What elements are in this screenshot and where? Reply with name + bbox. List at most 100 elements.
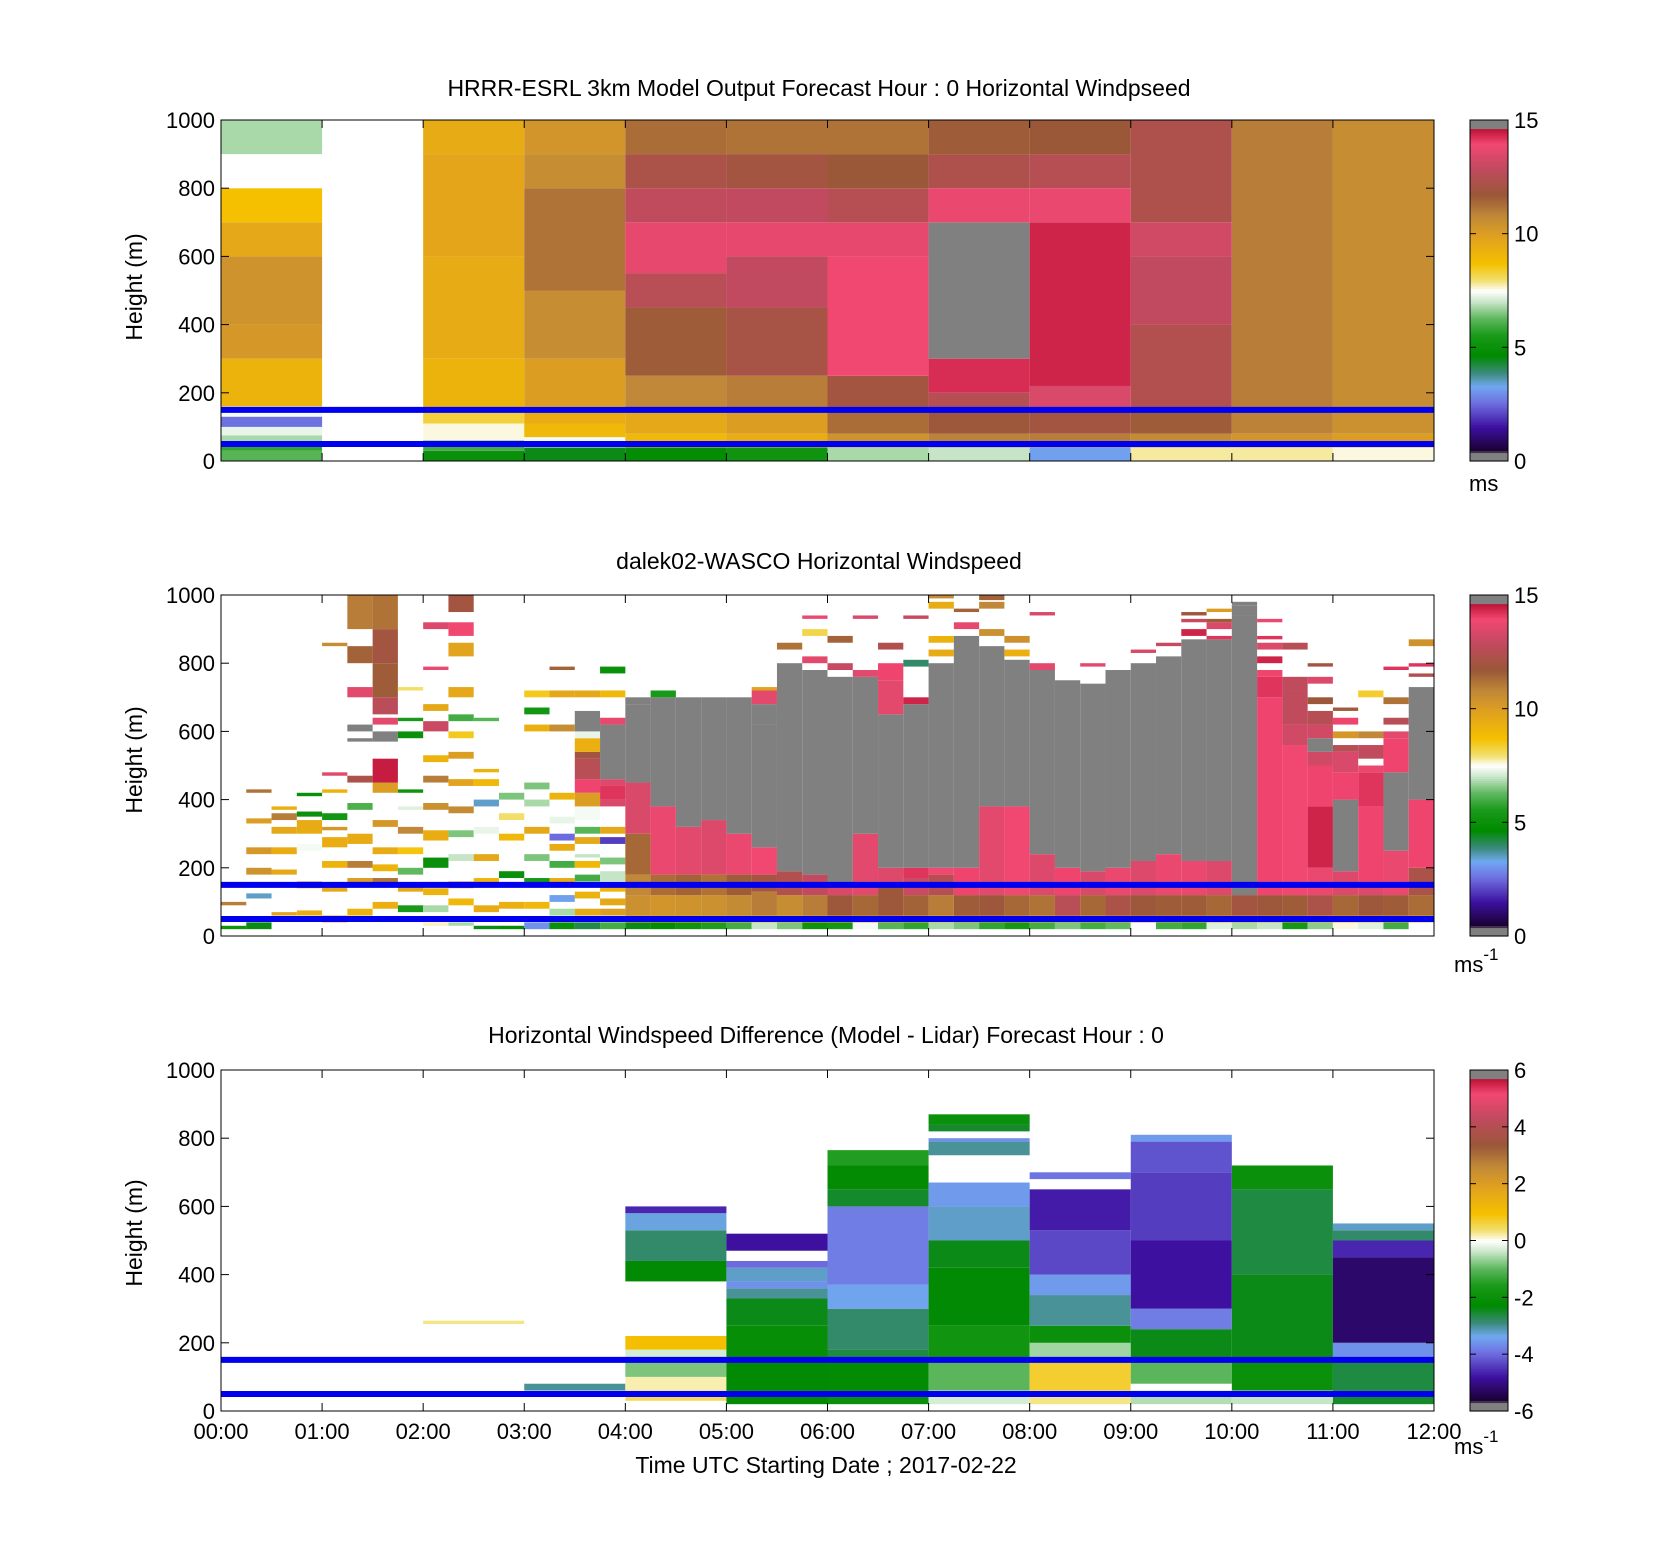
colorbar-segment [1470,855,1508,858]
heatmap-cell [322,860,348,868]
colorbar-segment [1470,1353,1508,1357]
heatmap-cell [1332,717,1359,725]
heatmap-cell [448,622,474,636]
heatmap-cell [928,1359,1030,1391]
colorbar-segment [1470,863,1508,867]
heatmap-cell [1130,120,1232,223]
heatmap-cell [271,869,297,875]
colorbar-segment [1470,254,1508,257]
colorbar-tick-label: 0 [1514,449,1526,474]
heatmap-cell [1029,447,1131,461]
heatmap-cell [1231,1189,1333,1275]
heatmap-cell [1181,629,1207,636]
heatmap-cell [726,1325,828,1360]
colorbar-segment [1470,1104,1508,1107]
heatmap-cell [1307,697,1333,705]
heatmap-cell [397,884,424,892]
colorbar-segment [1470,1072,1508,1075]
x-axis [220,595,1435,936]
heatmap-cell [1307,724,1333,739]
colorbar-segment [1470,418,1508,422]
heatmap-cell [524,154,626,189]
colorbar-segment [1470,899,1508,903]
heatmap-cell [347,803,373,810]
colorbar-segment [1470,1319,1508,1323]
heatmap-cell [726,188,828,223]
heatmap-cell [979,895,1005,916]
heatmap-cell [827,409,929,434]
heatmap-cell [221,925,247,930]
colorbar-segment [1470,1327,1508,1331]
heatmap-cell [574,860,601,868]
colorbar-segment [1470,646,1508,649]
colorbar-segment [1470,320,1508,324]
colorbar-segment [1470,1076,1508,1080]
heatmap-cell [473,717,499,722]
colorbar-segment [1470,1253,1508,1257]
colorbar-segment [1470,120,1508,123]
heatmap-cell [372,820,398,827]
heatmap-cell [1156,656,1182,855]
colorbar-segment [1470,754,1508,758]
colorbar-segment [1470,1197,1508,1201]
y-tick-label: 1000 [166,108,215,133]
heatmap-cell [372,629,398,664]
heatmap-cell [928,867,954,875]
colorbar-segment [1470,650,1508,654]
heatmap-cell [1231,922,1258,930]
colorbar-segment [1470,247,1508,251]
colorbar-segment [1470,1249,1508,1252]
heatmap-cell [1408,639,1434,647]
colorbar-segment [1470,742,1508,745]
colorbar-segment [1470,844,1508,848]
colorbar-segment [1470,275,1508,279]
heatmap-cell [549,860,575,868]
colorbar-segment [1470,1136,1508,1139]
heatmap-cell [928,188,1030,223]
colorbar-segment [1470,1349,1508,1352]
heatmap-cell [1130,222,1232,257]
colorbar-unit: ms-1 [1454,1427,1498,1459]
colorbar-tick-label: 10 [1514,697,1538,722]
heatmap-cell [802,629,828,636]
heatmap-cell [1257,922,1283,930]
colorbar-unit-sup: -1 [1483,1427,1498,1446]
colorbar-segment [1470,791,1508,794]
heatmap-cell [903,615,929,619]
chart-title: HRRR-ESRL 3km Model Output Forecast Hour… [447,75,1190,101]
heatmap-cell [322,813,348,821]
colorbar-segment [1470,1121,1508,1124]
heatmap-cell [1332,1230,1434,1241]
heatmap-cell [271,826,297,834]
heatmap-cell [1231,409,1333,434]
colorbar-segment [1470,882,1508,886]
heatmap-cell [1181,860,1207,896]
heatmap-cell [726,833,752,875]
y-tick-label: 0 [203,924,215,949]
heatmap-cell [1004,895,1030,916]
heatmap-cell [726,222,828,257]
colorbar-segment [1470,367,1508,370]
colorbar-segment [1470,128,1508,132]
colorbar-segment [1470,906,1508,909]
colorbar-segment [1470,624,1508,628]
colorbar-segment [1470,309,1508,313]
heatmap-cell [397,867,424,875]
colorbar-segment [1470,126,1508,130]
colorbar-segment [1470,612,1508,615]
colorbar-segment [1470,1280,1508,1284]
colorbar-tick-label: 6 [1514,1058,1526,1083]
colorbar-segment [1470,132,1508,136]
colorbar-segment [1470,343,1508,347]
colorbar-unit: ms [1469,471,1498,496]
heatmap-cell [979,922,1005,930]
colorbar-segment [1470,143,1508,147]
heatmap-cell [1231,1274,1333,1360]
heatmap-cell [600,666,626,674]
heatmap-cell [928,222,1030,359]
heatmap-cell [423,256,525,359]
colorbar-segment [1470,330,1508,334]
heatmap-cell [524,188,626,291]
heatmap-cell [347,738,373,742]
